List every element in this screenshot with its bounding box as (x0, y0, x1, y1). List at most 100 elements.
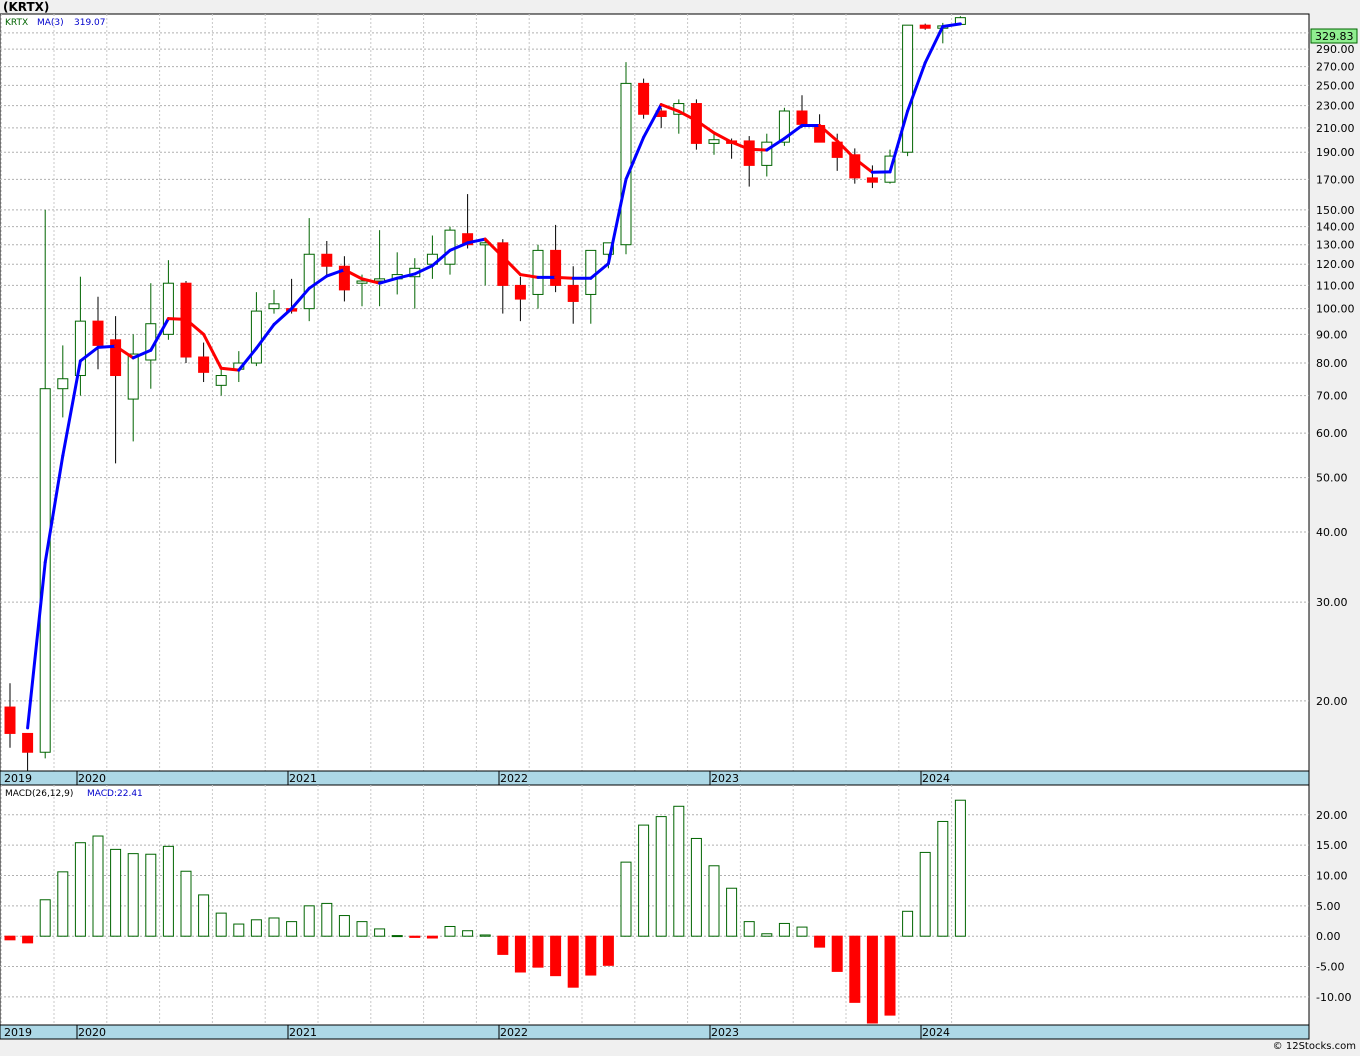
macd-bar-positive (673, 805, 685, 937)
price-tick-label: 140.00 (1316, 221, 1355, 234)
candle (462, 194, 474, 249)
candle-body-up (162, 282, 174, 335)
price-x-tick-label: 2024 (922, 772, 950, 785)
candle-body-up (708, 139, 720, 144)
candle (198, 342, 210, 383)
macd-bar-positive (233, 923, 245, 937)
last-price-box (1310, 28, 1358, 44)
macd-bar-negative (426, 935, 438, 939)
candle-body-up (585, 249, 597, 295)
macd-bar-positive (356, 921, 368, 937)
candle (567, 266, 579, 324)
candle (268, 289, 280, 314)
macd-bar-negative (532, 935, 544, 968)
macd-value: MACD:22.41 (87, 789, 143, 799)
candle-body-up (215, 375, 227, 386)
macd-bar-positive (338, 915, 350, 937)
ma-segment (26, 560, 47, 730)
macd-bar-positive (198, 894, 210, 937)
candle (162, 260, 174, 340)
ma-segment (483, 237, 505, 259)
macd-bar-positive (444, 925, 456, 937)
macd-bar-positive (145, 853, 157, 937)
candle (110, 316, 122, 464)
candle (708, 132, 720, 155)
price-tick-label: 250.00 (1316, 79, 1355, 92)
macd-bar-positive (303, 905, 315, 937)
ma-segment (659, 103, 681, 113)
macd-x-tick-label: 2023 (711, 1026, 739, 1039)
macd-bar-positive (374, 928, 386, 937)
macd-bars (4, 799, 966, 1024)
candle (127, 334, 139, 442)
candle-body-up (444, 229, 456, 265)
candle-body-down (849, 154, 861, 179)
macd-bar-positive (638, 824, 650, 937)
price-tick-label: 150.00 (1316, 204, 1355, 217)
candle-body-up (374, 278, 386, 282)
ticker-label: KRTX (5, 18, 28, 28)
candle (57, 345, 69, 418)
ma-segment (43, 454, 65, 564)
price-x-axis-band (0, 770, 1310, 786)
macd-bar-negative (514, 935, 526, 973)
macd-x-axis: 2019 2020 2021 2022 2023 2024 (4, 1025, 950, 1039)
candle (514, 276, 526, 322)
macd-bar-positive (620, 861, 632, 937)
macd-grid (0, 785, 1309, 1025)
candle (321, 240, 333, 275)
ma-segment (360, 277, 382, 285)
ma-segment (378, 276, 399, 285)
price-x-tick-label: 2022 (500, 772, 528, 785)
candle (303, 218, 315, 322)
candle-body-up (250, 310, 262, 364)
macd-bar-negative (497, 935, 509, 955)
price-tick-label: 290.00 (1316, 43, 1355, 56)
candle-body-down (92, 320, 104, 346)
macd-bar-positive (655, 816, 667, 937)
candle (215, 369, 227, 396)
price-tick-label: 40.00 (1316, 526, 1348, 539)
candle-body-up (303, 253, 315, 310)
price-tick-label: 110.00 (1316, 279, 1355, 292)
candle (902, 24, 914, 157)
candle (92, 296, 104, 370)
macd-bar-negative (409, 935, 421, 938)
macd-bar-positive (286, 921, 298, 937)
price-tick-label: 70.00 (1316, 390, 1348, 403)
ma-segment (606, 177, 628, 266)
last-price-badge: 329.83 (1310, 28, 1358, 44)
macd-bar-positive (743, 921, 755, 937)
candle-body-down (22, 732, 34, 753)
candle (497, 239, 509, 314)
macd-bar-positive (92, 835, 104, 937)
macd-bar-positive (761, 933, 773, 937)
macd-bar-positive (162, 845, 174, 937)
price-tick-label: 20.00 (1316, 695, 1348, 708)
macd-label: MACD(26,12,9) (5, 789, 73, 799)
macd-bar-positive (462, 930, 474, 937)
ma-segment (237, 346, 258, 372)
price-tick-label: 80.00 (1316, 357, 1348, 370)
ma-segment (78, 345, 100, 363)
price-tick-label: 190.00 (1316, 146, 1355, 159)
candle (250, 292, 262, 367)
ma-segment (272, 307, 294, 327)
candle-body-down (462, 233, 474, 246)
ma-segment (501, 255, 522, 277)
price-x-tick-label: 2019 (4, 772, 32, 785)
macd-panel (0, 784, 1310, 1026)
candle (866, 165, 878, 189)
macd-bar-negative (831, 935, 843, 972)
macd-bar-positive (690, 837, 702, 937)
macd-bar-positive (180, 870, 192, 937)
candle-body-up (902, 24, 914, 153)
candle (743, 136, 755, 187)
ma-segment (888, 109, 910, 174)
macd-bar-positive (127, 853, 139, 937)
candle-body-down (743, 140, 755, 166)
macd-bar-positive (708, 865, 720, 937)
ma-segment (624, 135, 646, 181)
last-price-value: 329.83 (1315, 30, 1354, 43)
